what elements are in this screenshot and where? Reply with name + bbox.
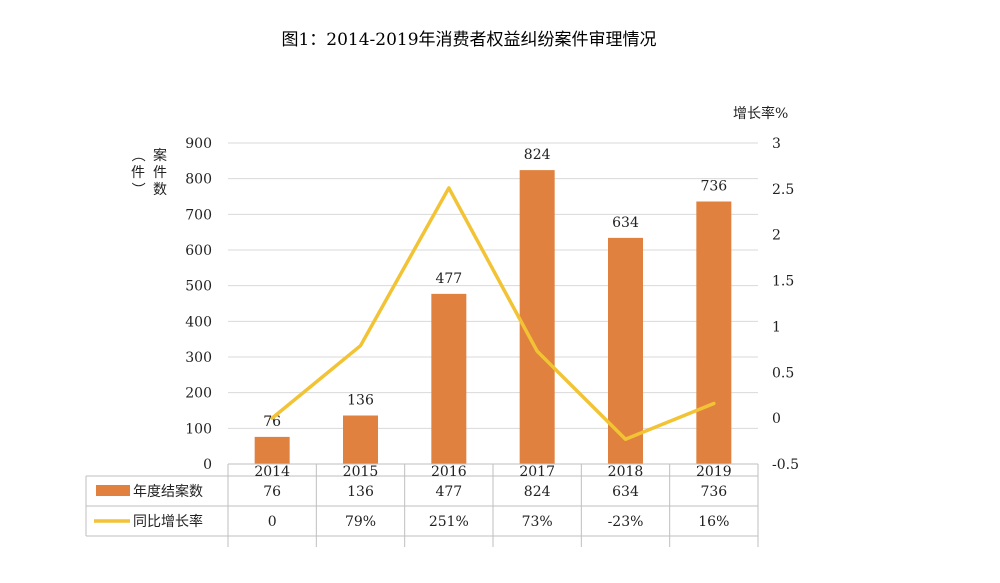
bar [608,237,643,464]
left-axis-label-char: 数 [153,182,167,198]
right-axis-label: 增长率% [733,105,788,122]
left-tick-label: 600 [185,243,212,259]
bar-data-label: 824 [524,147,551,163]
gridlines [228,142,758,465]
table-cell: 136 [347,484,374,500]
chart-title: 图1：2014-2019年消费者权益纠纷案件审理情况 [281,30,656,50]
legend-label: 年度结案数 [133,483,203,500]
table-cell: 736 [700,484,727,500]
right-tick-label: 2.5 [772,182,794,198]
bar [343,415,378,464]
bar-data-label: 136 [347,392,374,408]
left-tick-label: 900 [185,136,212,152]
legend-swatch-bar [96,485,130,496]
left-tick-label: 400 [185,314,212,330]
left-axis-ticks: 0 100 200 300 400 500 600 700 800 900 [185,136,212,473]
table-cell: 824 [524,484,551,500]
x-tick-label: 2018 [608,464,644,480]
bar-data-label: 634 [612,215,639,231]
right-tick-label: 1 [772,319,781,335]
table-cell: 477 [435,484,462,500]
data-table: 2014 2015 2016 2017 2018 2019 年度结案数 76 136 477 824… [85,463,759,547]
growth-line [270,186,716,441]
right-tick-label: 1.5 [772,274,794,290]
right-tick-label: 2 [772,228,781,244]
bar [431,293,467,464]
right-tick-label: 3 [772,136,781,152]
bar [254,436,290,464]
bar [696,201,732,464]
bar-data-label: 76 [263,414,281,430]
right-tick-label: 0.5 [772,365,794,381]
bar [519,170,555,464]
legend-label: 同比增长率 [133,513,203,530]
table-cell: 73% [522,514,553,530]
right-tick-label: -0.5 [772,457,799,473]
table-cell: -23% [608,514,644,530]
x-tick-label: 2017 [519,464,555,480]
table-cell: 634 [612,484,639,500]
table-cell: 76 [263,484,281,500]
left-axis-label-char: ） [129,182,145,196]
line-series [270,186,716,441]
left-axis-label-char: （ [129,148,145,162]
x-tick-label: 2016 [431,464,467,480]
left-tick-label: 0 [203,457,212,473]
left-tick-label: 100 [185,421,212,437]
left-tick-label: 300 [185,350,212,366]
x-tick-label: 2015 [343,464,379,480]
left-tick-label: 500 [185,279,212,295]
right-axis-ticks: -0.5 0 0.5 1 1.5 2 2.5 3 [772,136,799,473]
x-tick-label: 2019 [696,464,732,480]
table-cell: 79% [345,514,376,530]
bar-series: 76 136 477 824 634 736 [254,147,732,464]
bar-data-label: 736 [700,178,727,194]
table-cell: 0 [268,514,277,530]
left-tick-label: 200 [185,386,212,402]
left-axis-label: （件）案件数 [129,147,167,198]
left-axis-label-char: 件 [153,165,167,181]
left-axis-label-char: 件 [131,165,145,181]
left-tick-label: 800 [185,172,212,188]
table-cell: 251% [429,514,469,530]
bar-data-label: 477 [435,271,462,287]
table-cell: 16% [698,514,729,530]
left-axis-label-char: 案 [153,147,167,164]
x-tick-label: 2014 [254,464,290,480]
right-tick-label: 0 [772,411,781,427]
left-tick-label: 700 [185,207,212,223]
